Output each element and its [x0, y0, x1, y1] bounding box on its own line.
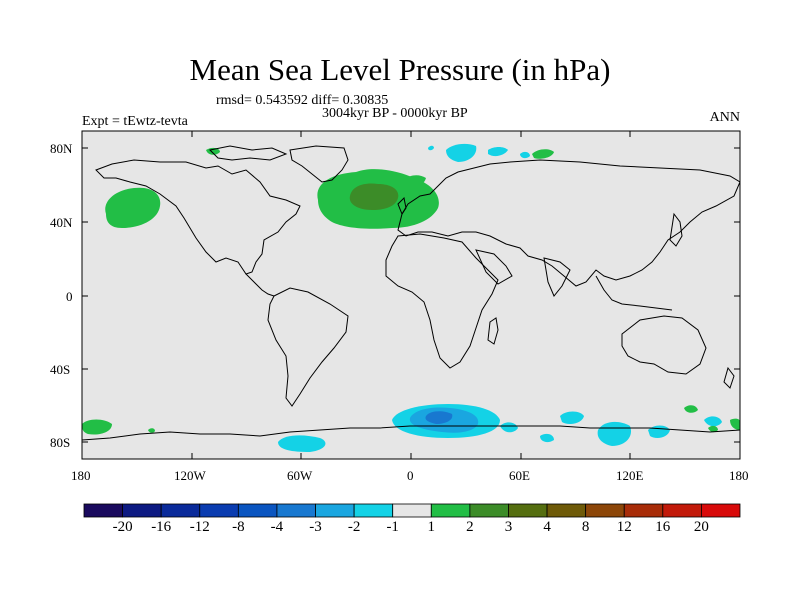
- y-label-40s: 40S: [50, 362, 71, 377]
- anomaly-antarctic-cyan-6: [704, 416, 722, 427]
- anomaly-north-atlantic-core: [349, 183, 399, 210]
- x-label-60e: 60E: [509, 468, 530, 483]
- coast-new-zealand: [723, 366, 735, 389]
- anomaly-fields: [82, 143, 740, 452]
- anomaly-arctic-cyan-1: [446, 143, 477, 162]
- colorbar-swatch: [392, 503, 432, 518]
- colorbar-label: -16: [151, 519, 172, 535]
- colorbar-label: 3: [504, 519, 513, 535]
- colorbar-swatch: [701, 503, 741, 518]
- colorbar-label: -2: [347, 519, 361, 535]
- colorbar-swatch: [199, 503, 239, 518]
- colorbar-label: -4: [270, 519, 284, 535]
- anomaly-antarctic-green-4: [708, 425, 718, 433]
- colorbar-swatch: [585, 503, 625, 518]
- colorbar: [83, 503, 741, 518]
- colorbar-swatch: [83, 503, 123, 518]
- coast-madagascar: [487, 317, 499, 345]
- colorbar-swatch: [353, 503, 394, 518]
- colorbar-swatch: [237, 503, 278, 518]
- anomaly-arctic-cyan-2: [488, 147, 508, 157]
- season-label: ANN: [709, 110, 740, 125]
- coastlines: [82, 145, 740, 441]
- coast-greenland: [289, 145, 349, 183]
- colorbar-label: 16: [655, 519, 671, 535]
- y-label-80s: 80S: [50, 435, 71, 450]
- colorbar-swatch: [662, 503, 702, 518]
- anomaly-arctic-cyan-4: [428, 145, 434, 151]
- anomaly-north-pacific: [105, 187, 161, 228]
- anomaly-antarctic-cyan-4: [560, 411, 584, 424]
- colorbar-swatch: [122, 503, 162, 518]
- colorbar-swatch: [160, 503, 201, 518]
- coast-uk: [397, 196, 407, 216]
- colorbar-swatch: [546, 503, 587, 518]
- y-label-40n: 40N: [50, 215, 73, 230]
- coast-antarctica: [82, 425, 740, 441]
- stats-text: rmsd= 0.543592 diff= 0.30835: [216, 93, 389, 108]
- x-label-120e: 120E: [616, 468, 644, 483]
- colorbar-label: -12: [189, 519, 210, 535]
- colorbar-label: 1: [427, 519, 436, 535]
- colorbar-swatch: [508, 503, 548, 518]
- colorbar-swatch: [469, 503, 509, 518]
- anomaly-arctic-green-2: [532, 149, 554, 159]
- anomaly-antarctic-cyan-5: [500, 422, 518, 433]
- colorbar-swatch: [315, 503, 355, 518]
- coast-eurasia: [397, 159, 740, 287]
- x-label-180w: 180: [71, 468, 91, 483]
- colorbar-label: 20: [693, 519, 709, 535]
- period-text: 3004kyr BP - 0000kyr BP: [322, 106, 468, 121]
- coast-southeast-asia: [595, 275, 673, 311]
- anomaly-antarctic-green-2: [684, 405, 698, 413]
- x-label-0: 0: [407, 468, 414, 483]
- anomaly-arctic-green-3: [206, 147, 220, 155]
- colorbar-label: -20: [112, 519, 133, 535]
- coast-australia: [621, 315, 707, 375]
- anomaly-antarctic-green-3: [730, 418, 740, 430]
- x-label-60w: 60W: [287, 468, 313, 483]
- coast-india: [543, 257, 571, 297]
- colorbar-label: 2: [466, 519, 474, 535]
- anomaly-arctic-green-1: [404, 175, 426, 187]
- colorbar-label: -1: [386, 519, 399, 535]
- anomaly-antarctic-cyan-1: [278, 435, 326, 452]
- colorbar-swatch: [623, 503, 664, 518]
- colorbar-swatch: [276, 503, 316, 518]
- colorbar-label: -3: [309, 519, 322, 535]
- colorbar-swatch: [430, 503, 471, 518]
- colorbar-label: -8: [232, 519, 245, 535]
- anomaly-antarctic-green-1: [82, 419, 112, 435]
- coast-arctic-islands: [208, 145, 288, 161]
- anomaly-antarctic-green-5: [148, 428, 155, 433]
- coast-north-america: [95, 159, 301, 275]
- coast-central-america: [245, 273, 275, 297]
- x-label-180e: 180: [729, 468, 749, 483]
- axis-ticks: [81, 131, 741, 459]
- coast-africa: [385, 233, 499, 369]
- anomaly-arctic-cyan-3: [520, 151, 530, 159]
- x-label-120w: 120W: [174, 468, 206, 483]
- map-title: Mean Sea Level Pressure (in hPa): [189, 52, 611, 87]
- y-label-0: 0: [66, 289, 73, 304]
- anomaly-southern-atlantic-core: [425, 411, 453, 424]
- colorbar-label: 4: [543, 519, 551, 535]
- experiment-label: Expt = tEwtz-tevta: [82, 114, 188, 129]
- colorbar-label: 8: [581, 519, 590, 535]
- coast-arabia: [475, 249, 513, 285]
- coast-south-america: [267, 287, 349, 407]
- colorbar-label: 12: [616, 519, 632, 535]
- anomaly-antarctic-cyan-7: [540, 433, 554, 443]
- coast-japan: [669, 212, 683, 247]
- y-label-80n: 80N: [50, 141, 73, 156]
